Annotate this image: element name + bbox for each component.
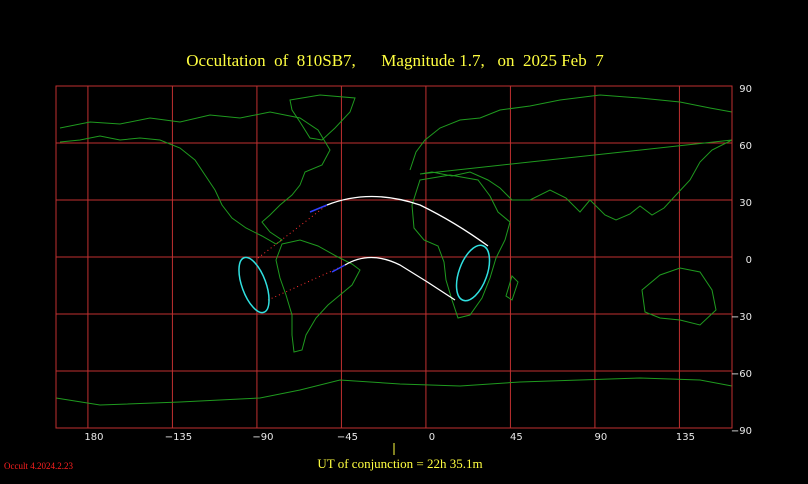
path-twilight <box>309 204 346 273</box>
australia <box>641 267 717 326</box>
x-tick-label: −135 <box>165 432 192 443</box>
map-frame <box>55 85 733 429</box>
x-tick-label: −45 <box>337 432 358 443</box>
continents <box>55 94 733 406</box>
greenland <box>289 94 356 141</box>
path-north-limit <box>326 195 489 247</box>
y-tick-label: −30 <box>731 312 752 323</box>
version: Occult 4.2024.2.23 <box>4 461 73 471</box>
path-extension <box>257 204 346 301</box>
path-end-ellipse <box>455 244 491 302</box>
y-tick-label: 90 <box>739 84 752 95</box>
antarctica <box>55 377 733 406</box>
x-tick-label: 0 <box>429 432 435 443</box>
x-tick-label: 90 <box>595 432 608 443</box>
x-tick-label: 180 <box>84 432 103 443</box>
y-tick-label: 60 <box>739 141 752 152</box>
occultation-path <box>238 195 491 314</box>
europe-asia <box>409 94 733 221</box>
conjunction-time: UT of conjunction = 22h 35.1m <box>317 456 482 471</box>
path-start-ellipse <box>238 256 270 314</box>
y-tick-label: 30 <box>739 198 752 209</box>
path-south-limit <box>344 256 456 301</box>
y-tick-label: −60 <box>731 369 752 380</box>
y-tick-label: 0 <box>746 255 752 266</box>
x-tick-label: 45 <box>510 432 523 443</box>
title: Occultation of 810SB7, Magnitude 1.7, on… <box>186 51 604 70</box>
africa <box>411 174 511 319</box>
north-america <box>59 111 331 245</box>
madagascar <box>505 275 519 301</box>
south-america <box>275 239 361 353</box>
y-tick-label: −90 <box>731 426 752 437</box>
x-tick-label: −90 <box>252 432 273 443</box>
x-tick-label: 135 <box>676 432 695 443</box>
